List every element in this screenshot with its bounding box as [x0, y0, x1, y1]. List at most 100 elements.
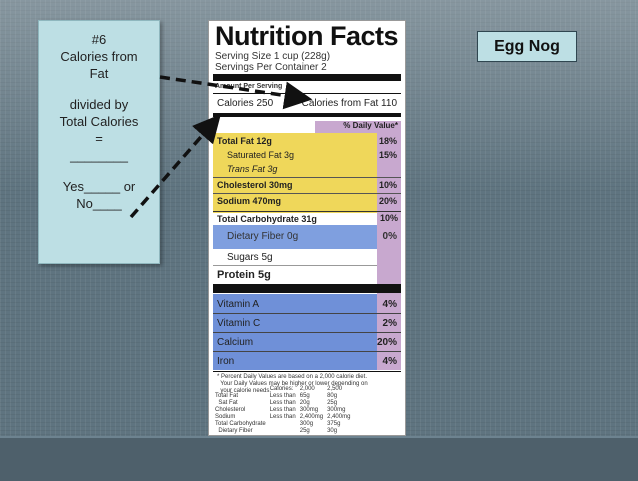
- label-rule: [213, 371, 401, 372]
- fat-highlight: [213, 133, 377, 215]
- label-rule: [213, 265, 377, 266]
- table-cell: 300mg: [327, 407, 346, 413]
- label-rule: [213, 351, 401, 352]
- table-cell: 2,400mg: [299, 414, 324, 420]
- table-cell: 20g: [299, 400, 310, 406]
- label-rule: [213, 332, 401, 333]
- nutrient-name: Trans Fat 3g: [227, 164, 278, 174]
- vitamin-pct: 4%: [382, 298, 397, 310]
- nutrient-name: Total Carbohydrate 31g: [217, 214, 317, 224]
- table-cell: 65g: [299, 393, 310, 399]
- nutrition-facts-label: Nutrition Facts Serving Size 1 cup (228g…: [208, 20, 406, 436]
- label-rule: [213, 177, 401, 178]
- nutrient-pct: 15%: [378, 150, 397, 160]
- vitamin-row: Vitamin A 4%: [213, 297, 401, 311]
- table-cell: Calories:: [269, 386, 294, 392]
- arrow-to-calories-from-fat: [159, 75, 313, 110]
- vitamin-pct: 2%: [382, 317, 397, 329]
- vitamin-row: Calcium 20%: [213, 335, 401, 349]
- nutrient-pct: 10%: [379, 213, 398, 223]
- nutrient-name: Cholesterol 30mg: [217, 180, 293, 190]
- table-row: Total Fat Less than 65g 80g: [215, 393, 354, 400]
- table-cell: Less than: [269, 400, 296, 406]
- nutrient-row: Sugars 5g: [213, 250, 377, 264]
- nutrient-pct: 10%: [378, 180, 397, 190]
- nutrient-row: Sodium 470mg 20%: [213, 195, 401, 207]
- table-row: Cholesterol Less than 300mg 300mg: [215, 407, 354, 414]
- calories-row: Calories 250 Calories from Fat 110: [213, 96, 401, 110]
- product-title: Egg Nog: [477, 31, 577, 62]
- daily-value-footnote: * Percent Daily Values are based on a 2,…: [217, 374, 368, 394]
- vitamin-row: Vitamin C 2%: [213, 316, 401, 330]
- nutrient-name: Dietary Fiber 0g: [227, 230, 299, 242]
- vitamin-name: Calcium: [217, 336, 254, 348]
- table-cell: 2,400mg: [327, 414, 351, 420]
- calories-value: Calories 250: [217, 97, 274, 109]
- table-cell: Sat Fat: [215, 400, 238, 406]
- table-cell: 2,500: [327, 386, 343, 392]
- servings-per-container: Servings Per Container 2: [215, 62, 327, 73]
- note-line: Calories from: [60, 49, 138, 64]
- daily-value-reference-table: Calories: 2,000 2,500 Total Fat Less tha…: [215, 386, 354, 435]
- note-line: Total Calories: [59, 114, 139, 129]
- table-cell: 25g: [299, 428, 310, 434]
- table-cell: Total Carbohydrate: [215, 421, 266, 427]
- nutrient-row: Trans Fat 3g: [213, 163, 401, 175]
- table-cell: Cholesterol: [215, 407, 246, 413]
- nutrient-name: Sodium 470mg: [217, 196, 282, 206]
- label-rule: [213, 313, 401, 314]
- table-cell: 300g: [299, 421, 314, 427]
- table-cell: 80g: [327, 393, 338, 399]
- nutrient-name: Total Fat 12g: [217, 136, 272, 146]
- table-cell: 2,000: [299, 386, 315, 392]
- nutrient-pct: 20%: [378, 196, 397, 206]
- note-line: Fat: [89, 66, 109, 81]
- table-row: Sat Fat Less than 20g 25g: [215, 400, 354, 407]
- vitamin-pct: 4%: [382, 355, 397, 367]
- table-row: Dietary Fiber 25g 30g: [215, 428, 354, 435]
- table-cell: Less than: [269, 407, 296, 413]
- nutrient-name: Sugars 5g: [227, 251, 273, 263]
- vitamin-row: Iron 4%: [213, 354, 401, 368]
- nutrient-row: Protein 5g: [213, 267, 377, 283]
- label-rule: [213, 193, 401, 194]
- serving-size: Serving Size 1 cup (228g): [215, 51, 331, 62]
- label-rule-thick: [213, 284, 401, 293]
- table-cell: Total Fat: [215, 393, 239, 399]
- note-line: =: [95, 131, 103, 146]
- nutrient-pct: 18%: [378, 136, 397, 146]
- table-cell: 25g: [327, 400, 338, 406]
- note-line: ________: [70, 148, 128, 163]
- label-rule-medium: [213, 113, 401, 117]
- floor: [0, 436, 638, 481]
- vitamin-name: Iron: [217, 355, 235, 367]
- vitamin-pct: 20%: [376, 336, 397, 348]
- table-cell: 375g: [327, 421, 341, 427]
- calories-from-fat-note: #6 Calories from Fat divided by Total Ca…: [38, 20, 160, 264]
- note-line: #6: [91, 32, 107, 47]
- nutrient-row: Total Fat 12g 18%: [213, 135, 401, 147]
- table-cell: Sodium: [215, 414, 236, 420]
- note-line: No____: [76, 196, 122, 211]
- table-row: Calories: 2,000 2,500: [215, 386, 354, 393]
- label-rule: [213, 211, 401, 212]
- table-cell: 300mg: [299, 407, 319, 413]
- table-row: Total Carbohydrate 300g 375g: [215, 421, 354, 428]
- label-heading: Nutrition Facts: [215, 21, 399, 51]
- note-line: Yes_____ or: [62, 179, 136, 194]
- nutrient-name: Saturated Fat 3g: [227, 150, 295, 160]
- calories-from-fat-value: Calories from Fat 110: [301, 97, 397, 109]
- table-cell: Dietary Fiber: [215, 428, 253, 434]
- nutrient-name: Protein 5g: [217, 269, 271, 281]
- amount-per-serving: Amount Per Serving: [215, 83, 283, 90]
- nutrient-pct: 0%: [382, 230, 397, 242]
- daily-value-header: % Daily Value*: [315, 121, 401, 133]
- vitamin-name: Vitamin A: [217, 298, 260, 310]
- table-cell: 30g: [327, 428, 338, 434]
- table-row: Sodium Less than 2,400mg 2,400mg: [215, 414, 354, 421]
- nutrient-row: Cholesterol 30mg 10%: [213, 179, 401, 191]
- note-line: divided by: [69, 97, 129, 112]
- vitamin-name: Vitamin C: [217, 317, 261, 329]
- table-cell: Less than: [269, 414, 296, 420]
